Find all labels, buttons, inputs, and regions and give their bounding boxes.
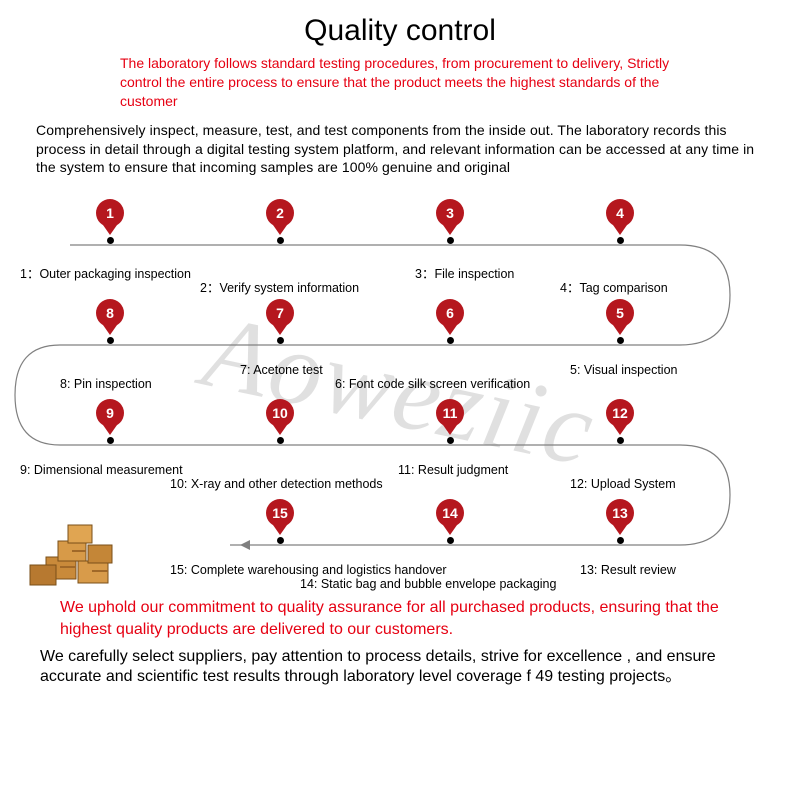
step-label-13: 13: Result review [580,563,676,577]
pin-dot-icon [617,337,624,344]
step-label-7: 7: Acetone test [240,363,323,377]
step-pin-11: 11 [435,399,465,444]
step-badge: 9 [96,399,124,427]
pin-dot-icon [617,537,624,544]
pin-dot-icon [107,437,114,444]
step-badge: 11 [436,399,464,427]
step-pin-8: 8 [95,299,125,344]
step-badge: 4 [606,199,634,227]
step-pin-4: 4 [605,199,635,244]
step-badge: 15 [266,499,294,527]
pin-dot-icon [107,337,114,344]
step-badge: 13 [606,499,634,527]
pin-dot-icon [277,537,284,544]
step-badge: 6 [436,299,464,327]
step-badge: 2 [266,199,294,227]
step-badge: 10 [266,399,294,427]
step-label-12: 12: Upload System [570,477,676,491]
step-label-9: 9: Dimensional measurement [20,463,183,477]
step-label-14: 14: Static bag and bubble envelope packa… [300,577,556,591]
pin-dot-icon [277,237,284,244]
pin-dot-icon [447,337,454,344]
step-label-10: 10: X-ray and other detection methods [170,477,383,491]
step-pin-1: 1 [95,199,125,244]
page-title: Quality control [0,0,800,48]
process-flow-diagram: Aoweziic 11：Outer packaging inspection22… [0,185,800,595]
step-label-6: 6: Font code silk screen verification [335,377,530,391]
step-pin-6: 6 [435,299,465,344]
step-badge: 8 [96,299,124,327]
step-label-15: 15: Complete warehousing and logistics h… [170,563,447,577]
outro-black-text: We carefully select suppliers, pay atten… [0,641,800,689]
pin-dot-icon [277,337,284,344]
pin-dot-icon [447,537,454,544]
step-label-11: 11: Result judgment [398,463,508,477]
step-badge: 5 [606,299,634,327]
step-badge: 7 [266,299,294,327]
step-badge: 14 [436,499,464,527]
step-pin-5: 5 [605,299,635,344]
step-pin-13: 13 [605,499,635,544]
intro-black-text: Comprehensively inspect, measure, test, … [0,111,800,178]
step-label-2: 2：Verify system information [200,277,359,296]
boxes-icon [18,515,138,593]
step-pin-15: 15 [265,499,295,544]
pin-dot-icon [447,237,454,244]
intro-red-text: The laboratory follows standard testing … [0,48,800,111]
step-label-1: 1：Outer packaging inspection [20,263,191,282]
step-badge: 3 [436,199,464,227]
pin-dot-icon [617,237,624,244]
step-pin-10: 10 [265,399,295,444]
pin-dot-icon [277,437,284,444]
pin-dot-icon [617,437,624,444]
step-pin-12: 12 [605,399,635,444]
step-label-3: 3：File inspection [415,263,514,282]
step-pin-3: 3 [435,199,465,244]
pin-dot-icon [107,237,114,244]
pin-dot-icon [447,437,454,444]
step-pin-14: 14 [435,499,465,544]
step-pin-7: 7 [265,299,295,344]
step-badge: 1 [96,199,124,227]
outro-red-text: We uphold our commitment to quality assu… [0,595,800,640]
step-pin-9: 9 [95,399,125,444]
step-label-8: 8: Pin inspection [60,377,152,391]
step-label-5: 5: Visual inspection [570,363,677,377]
step-badge: 12 [606,399,634,427]
step-label-4: 4：Tag comparison [560,277,668,296]
step-pin-2: 2 [265,199,295,244]
